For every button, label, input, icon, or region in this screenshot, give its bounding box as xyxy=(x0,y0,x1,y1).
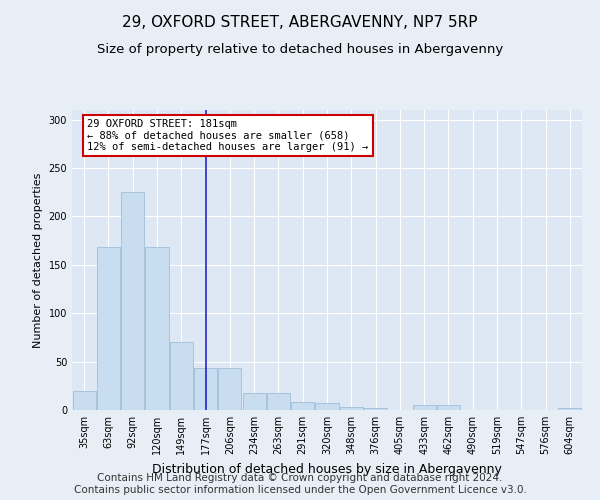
Bar xyxy=(364,408,387,410)
Text: Contains HM Land Registry data © Crown copyright and database right 2024.
Contai: Contains HM Land Registry data © Crown c… xyxy=(74,474,526,495)
Text: 29 OXFORD STREET: 181sqm
← 88% of detached houses are smaller (658)
12% of semi-: 29 OXFORD STREET: 181sqm ← 88% of detach… xyxy=(88,119,368,152)
Bar xyxy=(97,248,120,410)
Bar xyxy=(218,368,241,410)
Bar xyxy=(316,403,338,410)
Bar xyxy=(194,368,217,410)
Bar xyxy=(267,392,290,410)
Bar xyxy=(437,405,460,410)
Text: 29, OXFORD STREET, ABERGAVENNY, NP7 5RP: 29, OXFORD STREET, ABERGAVENNY, NP7 5RP xyxy=(122,15,478,30)
Bar xyxy=(242,392,266,410)
Bar xyxy=(559,408,581,410)
Bar xyxy=(121,192,144,410)
Text: Size of property relative to detached houses in Abergavenny: Size of property relative to detached ho… xyxy=(97,42,503,56)
Y-axis label: Number of detached properties: Number of detached properties xyxy=(33,172,43,348)
X-axis label: Distribution of detached houses by size in Abergavenny: Distribution of detached houses by size … xyxy=(152,462,502,475)
Bar xyxy=(291,402,314,410)
Bar xyxy=(413,405,436,410)
Bar xyxy=(170,342,193,410)
Bar xyxy=(73,390,95,410)
Bar xyxy=(145,248,169,410)
Bar xyxy=(340,407,363,410)
